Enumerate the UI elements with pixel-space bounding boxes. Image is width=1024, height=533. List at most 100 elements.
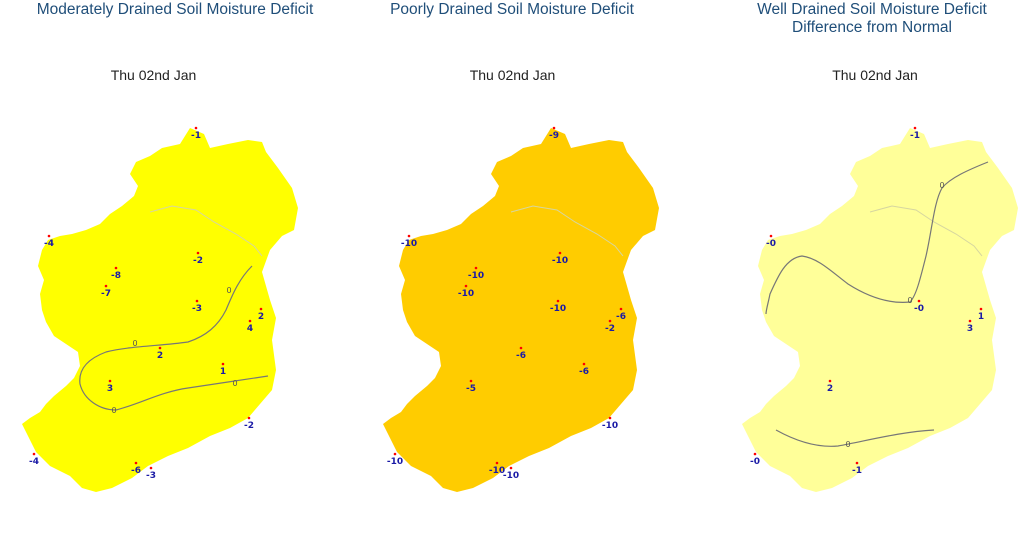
ireland-landmass	[22, 128, 298, 492]
station-value: -5	[466, 384, 476, 394]
station: -2	[193, 251, 203, 266]
map-panel-well-drained-difference: 0 0 0 -1 -0 -0 1 3 2 -0 -1 Well Drained …	[720, 0, 1024, 533]
station: -6	[616, 307, 626, 322]
station: -2	[605, 319, 615, 334]
station: -6	[579, 362, 589, 377]
station-value: -6	[131, 466, 141, 476]
station-value: 1	[220, 367, 226, 377]
ireland-landmass	[742, 128, 1018, 492]
panel-date: Thu 02nd Jan	[832, 67, 918, 83]
station: -2	[244, 416, 254, 431]
station-value: -7	[101, 289, 111, 299]
contour-line	[79, 265, 269, 411]
ni-border	[869, 205, 983, 257]
station: -3	[146, 466, 156, 481]
panel-date: Thu 02nd Jan	[110, 67, 197, 83]
station-value: -10	[503, 471, 519, 481]
station-value: 2	[258, 312, 264, 322]
ireland-landmass	[383, 128, 659, 492]
ireland-map: -9 -10 -10 -10 -10 -10 -6 -2 -6 -5 -6 -1…	[383, 126, 659, 492]
station: 3	[967, 319, 973, 334]
contour-labels: 0 0 0 0	[111, 286, 237, 415]
station-markers: -9 -10 -10 -10 -10 -10 -6 -2 -6 -5 -6 -1…	[387, 126, 626, 481]
station: -10	[503, 466, 519, 481]
station-value: -4	[44, 239, 54, 249]
station-value: 3	[967, 324, 973, 334]
station: -10	[401, 234, 417, 249]
station: -1	[852, 461, 862, 476]
contour-label: 0	[907, 296, 912, 305]
station: -9	[549, 126, 559, 141]
station: -4	[29, 452, 39, 467]
station: 2	[827, 379, 833, 394]
contour-line	[765, 161, 989, 315]
station: 2	[258, 307, 264, 322]
station-value: -9	[549, 131, 559, 141]
contour-label: 0	[132, 339, 137, 348]
station-value: -10	[489, 466, 505, 476]
station-value: -10	[468, 271, 484, 281]
station-value: -6	[516, 351, 526, 361]
contour-label: 0	[111, 406, 116, 415]
panel-title: Poorly Drained Soil Moisture Deficit	[390, 1, 634, 18]
station: -10	[489, 461, 505, 476]
station: -7	[101, 284, 111, 299]
contour-label: 0	[232, 379, 237, 388]
station-value: -3	[146, 471, 156, 481]
station: 1	[978, 307, 984, 322]
station-value: -3	[192, 304, 202, 314]
contour-label: 0	[845, 440, 850, 449]
station-value: -10	[458, 289, 474, 299]
station-value: -4	[29, 457, 39, 467]
station-value: -1	[852, 466, 862, 476]
panel-title: Moderately Drained Soil Moisture Deficit	[36, 1, 314, 18]
station: -1	[910, 126, 920, 141]
station-value: -1	[910, 131, 920, 141]
station-value: -10	[602, 421, 618, 431]
panel-title: Well Drained Soil Moisture Deficit Diffe…	[757, 1, 987, 36]
panel-date: Thu 02nd Jan	[469, 67, 556, 83]
station: -5	[466, 379, 476, 394]
station: -8	[111, 266, 121, 281]
station: -1	[191, 126, 201, 141]
station: 3	[107, 379, 113, 394]
station-value: 2	[827, 384, 833, 394]
station: 2	[157, 346, 163, 361]
map-panel-moderately-drained: 0 0 0 0 -1 -4 -8 -7 -2 -3 2 4 2 3 1 -2 -…	[0, 0, 341, 533]
station-value: -1	[191, 131, 201, 141]
station-value: -6	[579, 367, 589, 377]
station-value: -2	[605, 324, 615, 334]
station-value: -0	[750, 457, 760, 467]
station-value: 3	[107, 384, 113, 394]
station-value: -0	[914, 304, 924, 314]
contour-labels: 0 0 0	[845, 181, 944, 449]
station: -4	[44, 234, 54, 249]
ireland-map: 0 0 0 0 -1 -4 -8 -7 -2 -3 2 4 2 3 1 -2 -…	[22, 126, 298, 492]
station-value: -6	[616, 312, 626, 322]
station-value: -2	[193, 256, 203, 266]
station: -0	[766, 234, 776, 249]
station: -3	[192, 299, 202, 314]
station-value: -2	[244, 421, 254, 431]
station: -0	[914, 299, 924, 314]
station-value: -10	[401, 239, 417, 249]
contour-line	[775, 429, 935, 447]
station-value: 4	[247, 324, 253, 334]
ireland-map: 0 0 0 -1 -0 -0 1 3 2 -0 -1	[742, 126, 1018, 492]
contour-label: 0	[939, 181, 944, 190]
station-value: -10	[387, 457, 403, 467]
station: -10	[468, 266, 484, 281]
station-value: -0	[766, 239, 776, 249]
station-value: 2	[157, 351, 163, 361]
station: 4	[247, 319, 253, 334]
station-value: -10	[552, 256, 568, 266]
station: -6	[516, 346, 526, 361]
station: -10	[387, 452, 403, 467]
station-value: -10	[550, 304, 566, 314]
ni-border	[149, 205, 263, 257]
map-panel-poorly-drained: -9 -10 -10 -10 -10 -10 -6 -2 -6 -5 -6 -1…	[361, 0, 702, 533]
station: -0	[750, 452, 760, 467]
station-value: -8	[111, 271, 121, 281]
station: -10	[602, 416, 618, 431]
station: -10	[458, 284, 474, 299]
